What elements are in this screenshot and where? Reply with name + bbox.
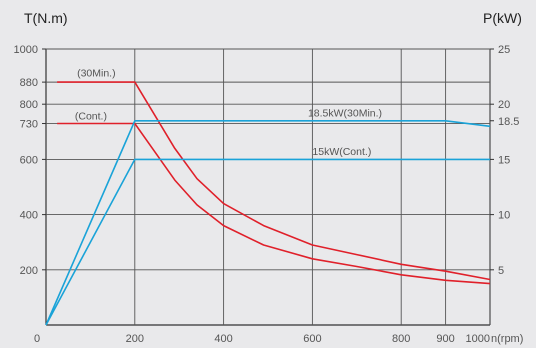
right-tick-label: 15: [498, 154, 510, 166]
x-tick-label: 0: [34, 333, 40, 345]
x-tick-label: 1000: [466, 333, 490, 345]
series-line-1: [57, 122, 491, 285]
series-annotation: 15kW(Cont.): [312, 146, 371, 158]
left-tick-label: 1000: [14, 44, 38, 56]
right-tick-label: 5: [498, 265, 504, 277]
series-annotation: 18.5kW(30Min.): [308, 107, 382, 119]
x-tick-label: 800: [392, 333, 410, 345]
series-line-3: [45, 158, 490, 326]
x-tick-label: 600: [303, 333, 321, 345]
series-line-0: [57, 81, 491, 281]
right-tick-label: 10: [498, 210, 510, 222]
series-annotation: (Cont.): [75, 110, 107, 122]
right-tick-label: 20: [498, 99, 510, 111]
left-tick-label: 800: [20, 99, 38, 111]
left-tick-label: 400: [20, 210, 38, 222]
left-tick-label: 880: [20, 77, 38, 89]
left-tick-label: 730: [20, 119, 38, 131]
x-tick-label: 900: [436, 333, 454, 345]
left-tick-label: 600: [20, 154, 38, 166]
series-annotation: (30Min.): [77, 68, 116, 80]
left-axis-title: T(N.m): [24, 10, 68, 26]
right-axis-title: P(kW): [483, 10, 522, 26]
x-unit-label: n(rpm): [491, 333, 523, 345]
x-tick-label: 400: [214, 333, 232, 345]
series-line-2: [45, 120, 491, 326]
x-tick-label: 200: [126, 333, 144, 345]
right-tick-label: 25: [498, 44, 510, 56]
left-tick-label: 200: [20, 265, 38, 277]
right-tick-label: 18.5: [498, 116, 519, 128]
